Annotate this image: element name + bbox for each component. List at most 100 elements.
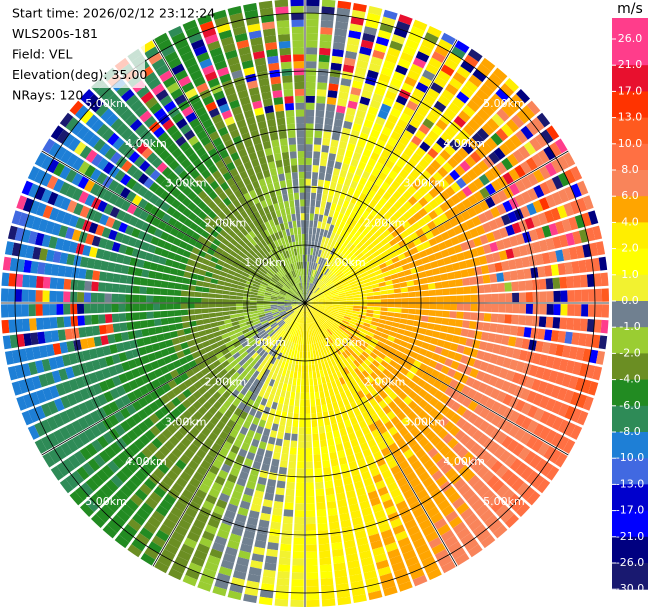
radar-cell — [190, 38, 205, 51]
radar-cell — [501, 380, 512, 393]
radar-cell — [309, 308, 314, 315]
radar-cell — [407, 141, 419, 152]
radar-cell — [370, 129, 381, 139]
radar-cell — [400, 367, 410, 376]
radar-cell — [335, 250, 342, 259]
radar-cell — [148, 327, 157, 336]
radar-cell — [316, 327, 321, 335]
radar-cell — [95, 370, 105, 382]
radar-cell — [140, 277, 148, 286]
radar-cell — [241, 201, 250, 211]
radar-cell — [492, 251, 501, 262]
radar-cell — [348, 335, 356, 342]
radar-cell — [275, 388, 282, 397]
radar-cell — [175, 322, 184, 330]
radar-cell — [238, 347, 246, 355]
radar-cell — [169, 369, 180, 379]
radar-cell — [210, 322, 219, 328]
radar-cell — [307, 247, 311, 255]
radar-cell — [83, 292, 92, 303]
radar-cell — [285, 296, 292, 300]
radar-cell — [384, 475, 396, 486]
radar-cell — [489, 241, 499, 253]
radar-cell — [275, 272, 282, 279]
radar-cell — [359, 296, 368, 300]
radar-cell — [211, 114, 223, 125]
radar-cell — [336, 243, 343, 251]
radar-cell — [138, 250, 148, 260]
radar-cell — [191, 454, 203, 465]
radar-cell — [292, 296, 299, 301]
radar-cell — [447, 157, 459, 169]
radar-cell — [90, 168, 102, 182]
radar-cell — [260, 434, 269, 443]
radar-cell — [213, 90, 225, 101]
radar-cell — [408, 261, 417, 269]
radar-cell — [42, 290, 50, 302]
radar-cell — [279, 417, 287, 426]
radar-cell — [525, 157, 538, 171]
radar-cell — [280, 289, 288, 294]
radar-cell — [367, 407, 377, 417]
radar-cell — [363, 239, 372, 248]
radar-cell — [312, 336, 316, 344]
radar-cell — [85, 361, 95, 373]
radar-cell — [311, 300, 319, 303]
radar-cell — [207, 77, 220, 88]
radar-cell — [198, 112, 211, 124]
radar-cell — [274, 445, 282, 454]
radar-cell — [299, 351, 303, 359]
radar-cell — [492, 365, 502, 377]
radar-cell — [176, 329, 185, 337]
radar-cell — [318, 304, 326, 307]
radar-cell — [374, 376, 383, 385]
radar-cell — [470, 303, 478, 312]
radar-cell — [164, 51, 179, 64]
radar-cell — [292, 335, 296, 343]
radar-cell — [388, 347, 398, 355]
radar-cell — [298, 357, 302, 366]
radar-cell — [305, 268, 307, 276]
radar-cell — [354, 222, 362, 231]
radar-cell — [463, 295, 471, 303]
radar-cell — [70, 470, 85, 485]
radar-cell — [253, 490, 264, 499]
radar-cell — [267, 362, 274, 371]
radar-cell — [243, 268, 252, 275]
radar-cell — [253, 386, 261, 396]
radar-cell — [306, 19, 319, 27]
radar-cell — [122, 255, 132, 265]
radar-cell — [273, 501, 284, 510]
radar-cell — [189, 525, 203, 537]
radar-cell — [199, 536, 213, 548]
radar-cell — [375, 356, 384, 364]
radar-cell — [202, 118, 214, 130]
radar-cell — [488, 72, 503, 87]
radar-cell — [153, 279, 162, 288]
radar-cell — [496, 390, 507, 403]
radar-cell — [78, 231, 88, 244]
radar-cell — [512, 443, 525, 457]
radar-cell — [280, 331, 287, 338]
radar-cell — [520, 160, 532, 175]
radar-cell — [205, 421, 216, 432]
radar-cell — [209, 464, 220, 475]
radar-cell — [393, 386, 403, 396]
radar-cell — [169, 244, 179, 253]
radar-cell — [276, 403, 284, 412]
radar-cell — [531, 153, 544, 168]
radar-cell — [450, 390, 461, 401]
radar-cell — [538, 278, 547, 290]
radar-cell — [35, 290, 43, 302]
radar-cell — [478, 255, 488, 265]
radar-cell — [256, 261, 264, 269]
radar-cell — [306, 261, 310, 269]
radar-cell — [491, 293, 499, 303]
radar-cell — [153, 287, 161, 295]
radar-cell — [384, 452, 395, 463]
radar-cell — [308, 357, 312, 366]
radar-cell — [346, 364, 354, 373]
radar-cell — [240, 275, 249, 281]
radar-cell — [305, 289, 308, 297]
radar-cell — [411, 415, 422, 426]
